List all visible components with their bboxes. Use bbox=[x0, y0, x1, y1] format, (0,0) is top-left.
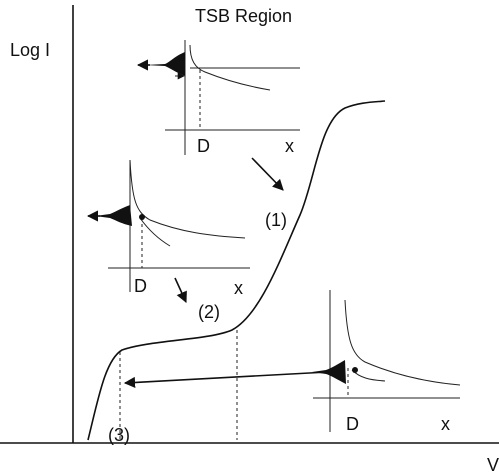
band-inset: D x bbox=[86, 159, 250, 298]
arrow bbox=[174, 277, 187, 304]
arrow bbox=[251, 157, 284, 191]
band-inset: D x bbox=[136, 40, 300, 156]
axis-label: x bbox=[441, 414, 450, 434]
x-axis-label: V bbox=[487, 455, 499, 473]
arrow bbox=[123, 371, 329, 389]
region-label: (1) bbox=[265, 210, 287, 230]
title: TSB Region bbox=[195, 6, 292, 26]
axis-label: x bbox=[234, 278, 243, 298]
position-label: D bbox=[346, 414, 359, 434]
region-label: (2) bbox=[198, 302, 220, 322]
region-label: (3) bbox=[108, 425, 130, 445]
iv-curve bbox=[87, 100, 386, 441]
band-inset: D x bbox=[312, 290, 461, 434]
position-label: D bbox=[134, 276, 147, 296]
y-axis-label: Log I bbox=[10, 40, 50, 60]
axis-label: x bbox=[285, 136, 294, 156]
position-label: D bbox=[197, 136, 210, 156]
